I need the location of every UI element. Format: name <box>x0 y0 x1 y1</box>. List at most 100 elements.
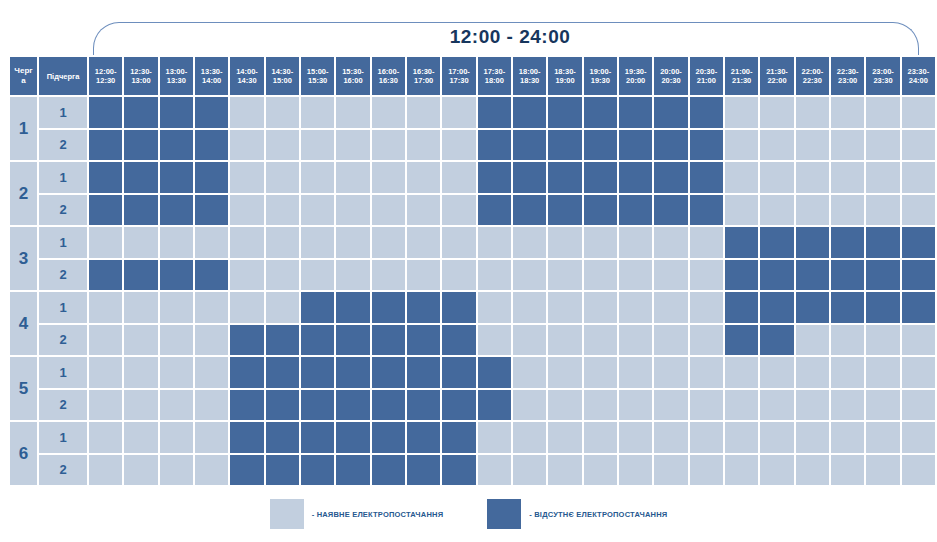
cell-q1-s1-14:30-15:00 <box>266 97 299 128</box>
queue-number-1: 1 <box>10 97 37 160</box>
power-off-swatch-icon <box>487 499 521 529</box>
cell-q3-s2-15:00-15:30 <box>301 260 334 291</box>
cell-q3-s2-21:30-22:00 <box>760 260 793 291</box>
cell-q1-s2-23:00-23:30 <box>866 130 899 161</box>
cell-q1-s2-22:00-22:30 <box>796 130 829 161</box>
cell-q5-s2-18:30-19:00 <box>548 390 581 421</box>
cell-q3-s1-12:00-12:30 <box>89 227 122 258</box>
cell-q1-s1-19:30-20:00 <box>619 97 652 128</box>
cell-q2-s1-12:30-13:00 <box>124 162 157 193</box>
cell-q2-s2-23:00-23:30 <box>866 195 899 226</box>
cell-q1-s1-15:00-15:30 <box>301 97 334 128</box>
cell-q4-s2-16:00-16:30 <box>372 325 405 356</box>
cell-q5-s2-18:00-18:30 <box>513 390 546 421</box>
cell-q1-s2-15:30-16:00 <box>336 130 369 161</box>
cell-q4-s1-19:00-19:30 <box>584 292 617 323</box>
cell-q3-s1-17:30-18:00 <box>478 227 511 258</box>
column-header-timeslot-17:00-17:30: 17:00-17:30 <box>442 57 475 95</box>
cell-q2-s1-15:30-16:00 <box>336 162 369 193</box>
cell-q6-s2-18:30-19:00 <box>548 455 581 486</box>
legend-label-power-on: - НАЯВНЕ ЕЛЕКТРОПОСТАЧАННЯ <box>312 510 444 519</box>
column-header-timeslot-20:00-20:30: 20:00-20:30 <box>654 57 687 95</box>
cell-q6-s2-19:00-19:30 <box>584 455 617 486</box>
cell-q5-s2-16:30-17:00 <box>407 390 440 421</box>
cell-q5-s1-21:30-22:00 <box>760 357 793 388</box>
cell-q5-s1-22:00-22:30 <box>796 357 829 388</box>
cell-q6-s2-17:00-17:30 <box>442 455 475 486</box>
cell-q6-s2-21:00-21:30 <box>725 455 758 486</box>
cell-q4-s1-12:30-13:00 <box>124 292 157 323</box>
cell-q2-s2-17:00-17:30 <box>442 195 475 226</box>
cell-q3-s1-15:00-15:30 <box>301 227 334 258</box>
cell-q2-s1-16:00-16:30 <box>372 162 405 193</box>
cell-q2-s2-20:30-21:00 <box>690 195 723 226</box>
cell-q1-s1-17:00-17:30 <box>442 97 475 128</box>
cell-q3-s1-16:00-16:30 <box>372 227 405 258</box>
cell-q1-s1-14:00-14:30 <box>230 97 263 128</box>
cell-q1-s2-17:00-17:30 <box>442 130 475 161</box>
cell-q5-s2-22:30-23:00 <box>831 390 864 421</box>
cell-q4-s2-12:30-13:00 <box>124 325 157 356</box>
cell-q3-s2-23:00-23:30 <box>866 260 899 291</box>
cell-q6-s2-12:00-12:30 <box>89 455 122 486</box>
cell-q1-s1-12:00-12:30 <box>89 97 122 128</box>
cell-q3-s2-12:30-13:00 <box>124 260 157 291</box>
cell-q6-s1-12:00-12:30 <box>89 422 122 453</box>
column-header-timeslot-19:00-19:30: 19:00-19:30 <box>584 57 617 95</box>
cell-q5-s2-20:00-20:30 <box>654 390 687 421</box>
cell-q6-s2-19:30-20:00 <box>619 455 652 486</box>
cell-q5-s1-12:30-13:00 <box>124 357 157 388</box>
cell-q6-s1-16:00-16:30 <box>372 422 405 453</box>
cell-q2-s2-20:00-20:30 <box>654 195 687 226</box>
cell-q6-s2-16:30-17:00 <box>407 455 440 486</box>
cell-q6-s1-14:30-15:00 <box>266 422 299 453</box>
subqueue-number-q3-s1: 1 <box>39 227 87 258</box>
cell-q6-s2-21:30-22:00 <box>760 455 793 486</box>
cell-q6-s1-12:30-13:00 <box>124 422 157 453</box>
cell-q1-s2-23:30-24:00 <box>902 130 935 161</box>
cell-q5-s2-19:00-19:30 <box>584 390 617 421</box>
cell-q3-s2-15:30-16:00 <box>336 260 369 291</box>
cell-q2-s2-12:00-12:30 <box>89 195 122 226</box>
cell-q1-s1-16:30-17:00 <box>407 97 440 128</box>
cell-q5-s1-15:30-16:00 <box>336 357 369 388</box>
cell-q2-s1-19:00-19:30 <box>584 162 617 193</box>
cell-q6-s1-21:30-22:00 <box>760 422 793 453</box>
cell-q3-s2-21:00-21:30 <box>725 260 758 291</box>
cell-q6-s1-18:30-19:00 <box>548 422 581 453</box>
cell-q4-s2-19:30-20:00 <box>619 325 652 356</box>
subqueue-number-q6-s2: 2 <box>39 455 87 486</box>
cell-q3-s1-12:30-13:00 <box>124 227 157 258</box>
cell-q4-s1-20:30-21:00 <box>690 292 723 323</box>
cell-q3-s1-18:30-19:00 <box>548 227 581 258</box>
queue-number-6: 6 <box>10 422 37 485</box>
cell-q1-s2-12:30-13:00 <box>124 130 157 161</box>
cell-q2-s2-13:00-13:30 <box>160 195 193 226</box>
cell-q6-s2-16:00-16:30 <box>372 455 405 486</box>
cell-q1-s1-12:30-13:00 <box>124 97 157 128</box>
cell-q1-s2-20:00-20:30 <box>654 130 687 161</box>
cell-q3-s2-22:30-23:00 <box>831 260 864 291</box>
cell-q2-s2-18:00-18:30 <box>513 195 546 226</box>
cell-q4-s2-15:30-16:00 <box>336 325 369 356</box>
cell-q5-s1-19:00-19:30 <box>584 357 617 388</box>
cell-q1-s1-20:30-21:00 <box>690 97 723 128</box>
cell-q6-s1-20:30-21:00 <box>690 422 723 453</box>
cell-q5-s1-14:30-15:00 <box>266 357 299 388</box>
cell-q1-s1-19:00-19:30 <box>584 97 617 128</box>
column-header-timeslot-18:30-19:00: 18:30-19:00 <box>548 57 581 95</box>
cell-q6-s1-16:30-17:00 <box>407 422 440 453</box>
cell-q4-s2-18:30-19:00 <box>548 325 581 356</box>
column-header-timeslot-15:00-15:30: 15:00-15:30 <box>301 57 334 95</box>
cell-q3-s2-19:00-19:30 <box>584 260 617 291</box>
cell-q1-s1-17:30-18:00 <box>478 97 511 128</box>
cell-q2-s1-23:30-24:00 <box>902 162 935 193</box>
cell-q2-s1-20:00-20:30 <box>654 162 687 193</box>
column-header-timeslot-16:00-16:30: 16:00-16:30 <box>372 57 405 95</box>
cell-q3-s1-21:30-22:00 <box>760 227 793 258</box>
cell-q4-s1-20:00-20:30 <box>654 292 687 323</box>
cell-q3-s1-18:00-18:30 <box>513 227 546 258</box>
cell-q4-s1-23:00-23:30 <box>866 292 899 323</box>
cell-q5-s1-22:30-23:00 <box>831 357 864 388</box>
cell-q6-s1-21:00-21:30 <box>725 422 758 453</box>
